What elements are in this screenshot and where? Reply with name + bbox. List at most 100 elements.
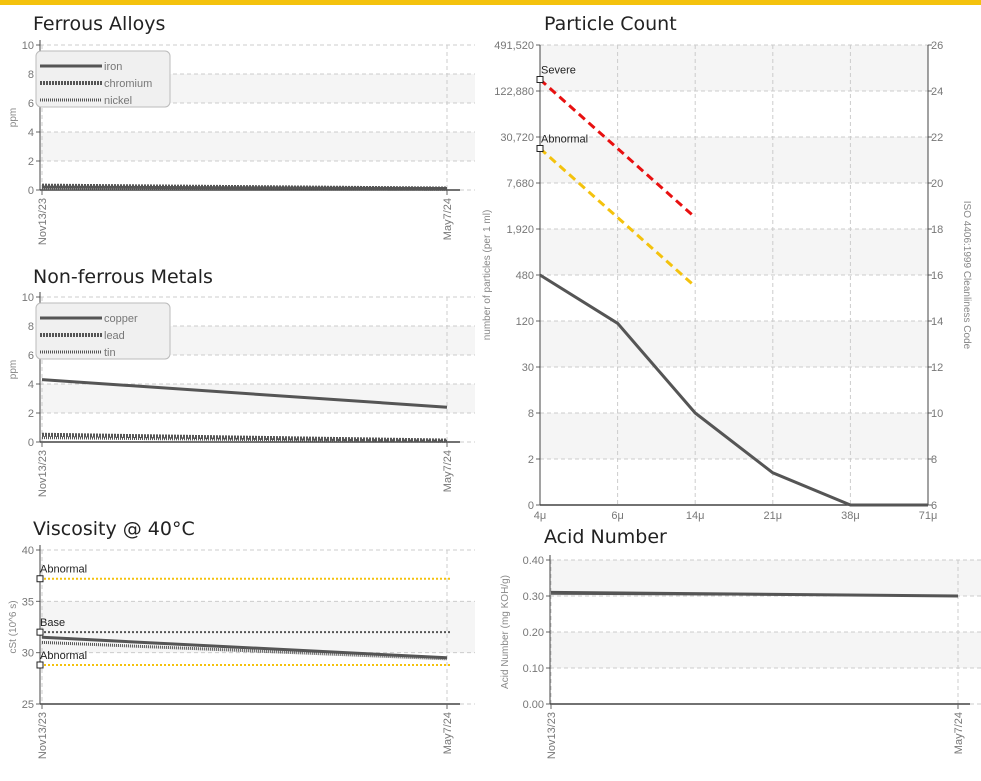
chart-title-viscosity: Viscosity @ 40°C <box>33 518 195 540</box>
particle-series-line <box>539 273 928 507</box>
chart-title-nonferrous: Non-ferrous Metals <box>33 266 213 288</box>
viscosity-ytick-label: 25 <box>22 699 34 711</box>
viscosity-limit-marker <box>36 628 44 636</box>
particle-band <box>540 229 928 275</box>
viscosity-y-axis-label: cSt (10^6 s) <box>8 600 19 653</box>
particle-y2tick-label: 26 <box>931 40 943 52</box>
ferrous-ytick-label: 10 <box>22 40 34 52</box>
particle-ytick-label: 120 <box>516 316 534 328</box>
particle-y2tick-label: 24 <box>931 86 943 98</box>
acid-ytick-label: 0.30 <box>523 591 544 603</box>
nonferrous-ytick-label: 2 <box>28 408 34 420</box>
particle-limit-marker <box>536 145 544 152</box>
particle-ytick-label: 122,880 <box>494 86 534 98</box>
nonferrous-legend-label: tin <box>104 347 116 359</box>
acid-ytick-label: 0.10 <box>523 663 544 675</box>
particle-y2tick-label: 14 <box>931 316 943 328</box>
viscosity-ytick-label: 35 <box>22 596 34 608</box>
particle-ytick-label: 0 <box>528 500 534 512</box>
acid-ytick-label: 0.40 <box>523 555 544 567</box>
particle-ytick-label: 491,520 <box>494 40 534 52</box>
nonferrous-xtick-label: Nov13/23 <box>37 450 49 497</box>
acid-ytick-label: 0.00 <box>523 699 544 711</box>
particle-xtick-label: 71μ <box>919 510 938 522</box>
ferrous-band <box>40 132 475 161</box>
nonferrous-series-tin <box>41 436 448 443</box>
viscosity-xtick-label: May7/24 <box>442 712 454 754</box>
viscosity-band <box>40 601 475 653</box>
viscosity-series-line-1 <box>41 640 448 661</box>
particle-ytick-label: 480 <box>516 270 534 282</box>
nonferrous-xtick-label: May7/24 <box>442 450 454 492</box>
ferrous-xtick-label: Nov13/23 <box>37 198 49 245</box>
viscosity-ytick-label: 40 <box>22 545 34 557</box>
particle-xtick-label: 21μ <box>764 510 783 522</box>
chart-title-particle: Particle Count <box>544 13 677 35</box>
viscosity-series-line-0 <box>41 635 448 660</box>
nonferrous-legend-label: copper <box>104 313 138 325</box>
acid-ytick-label: 0.20 <box>523 627 544 639</box>
particle-y2tick-label: 22 <box>931 132 943 144</box>
acid-band <box>550 560 981 596</box>
particle-ytick-label: 8 <box>528 408 534 420</box>
ferrous-legend-label: nickel <box>104 95 132 107</box>
particle-y2tick-label: 6 <box>931 500 937 512</box>
particle-band <box>540 413 928 459</box>
particle-y2tick-label: 12 <box>931 362 943 374</box>
ferrous-legend-label: chromium <box>104 78 152 90</box>
nonferrous-series-copper <box>41 378 448 409</box>
ferrous-series-nickel <box>41 186 448 191</box>
nonferrous-ytick-label: 10 <box>22 292 34 304</box>
ferrous-y-axis-label: ppm <box>8 108 19 127</box>
particle-limit-abnormal <box>539 147 697 288</box>
chart-title-ferrous: Ferrous Alloys <box>33 13 166 35</box>
particle-limit-severe <box>539 78 697 219</box>
particle-y2tick-label: 8 <box>931 454 937 466</box>
accent-bar <box>0 0 981 5</box>
particle-xtick-label: 14μ <box>686 510 705 522</box>
ferrous-ytick-label: 2 <box>28 156 34 168</box>
viscosity-limit-label: Abnormal <box>40 564 87 576</box>
viscosity-ytick-label: 30 <box>22 648 34 660</box>
particle-y2tick-label: 16 <box>931 270 943 282</box>
acid-y-axis-label: Acid Number (mg KOH/g) <box>500 575 511 689</box>
particle-ytick-label: 30,720 <box>500 132 534 144</box>
nonferrous-y-axis-label: ppm <box>8 360 19 379</box>
ferrous-ytick-label: 8 <box>28 69 34 81</box>
particle-y2tick-label: 10 <box>931 408 943 420</box>
ferrous-ytick-label: 4 <box>28 127 34 139</box>
nonferrous-legend-label: lead <box>104 330 125 342</box>
particle-band <box>540 137 928 183</box>
particle-limit-label: Severe <box>541 65 576 77</box>
nonferrous-ytick-label: 8 <box>28 321 34 333</box>
acid-xtick-label: May7/24 <box>953 712 965 754</box>
viscosity-xtick-label: Nov13/23 <box>37 712 49 759</box>
viscosity-limit-marker <box>36 575 44 583</box>
particle-band <box>540 45 928 91</box>
nonferrous-series-lead <box>41 432 448 443</box>
nonferrous-ytick-label: 0 <box>28 437 34 449</box>
particle-y-axis-label: number of particles (per 1 ml) <box>482 210 493 341</box>
acid-band <box>550 632 981 668</box>
particle-ytick-label: 7,680 <box>506 178 534 190</box>
acid-xtick-label: Nov13/23 <box>546 712 558 759</box>
nonferrous-ytick-label: 6 <box>28 350 34 362</box>
ferrous-ytick-label: 0 <box>28 185 34 197</box>
particle-xtick-label: 4μ <box>534 510 546 522</box>
ferrous-ytick-label: 6 <box>28 98 34 110</box>
particle-limit-marker <box>536 76 544 83</box>
particle-xtick-label: 6μ <box>611 510 623 522</box>
particle-y2tick-label: 18 <box>931 224 943 236</box>
viscosity-limit-marker <box>36 661 44 669</box>
ferrous-legend-label: iron <box>104 61 122 73</box>
particle-ytick-label: 30 <box>522 362 534 374</box>
particle-band <box>540 321 928 367</box>
nonferrous-band <box>40 384 475 413</box>
viscosity-limit-label: Base <box>40 617 65 629</box>
viscosity-limit-label: Abnormal <box>40 650 87 662</box>
ferrous-xtick-label: May7/24 <box>442 198 454 240</box>
particle-limit-label: Abnormal <box>541 134 588 146</box>
particle-ytick-label: 2 <box>528 454 534 466</box>
particle-xtick-label: 38μ <box>841 510 860 522</box>
